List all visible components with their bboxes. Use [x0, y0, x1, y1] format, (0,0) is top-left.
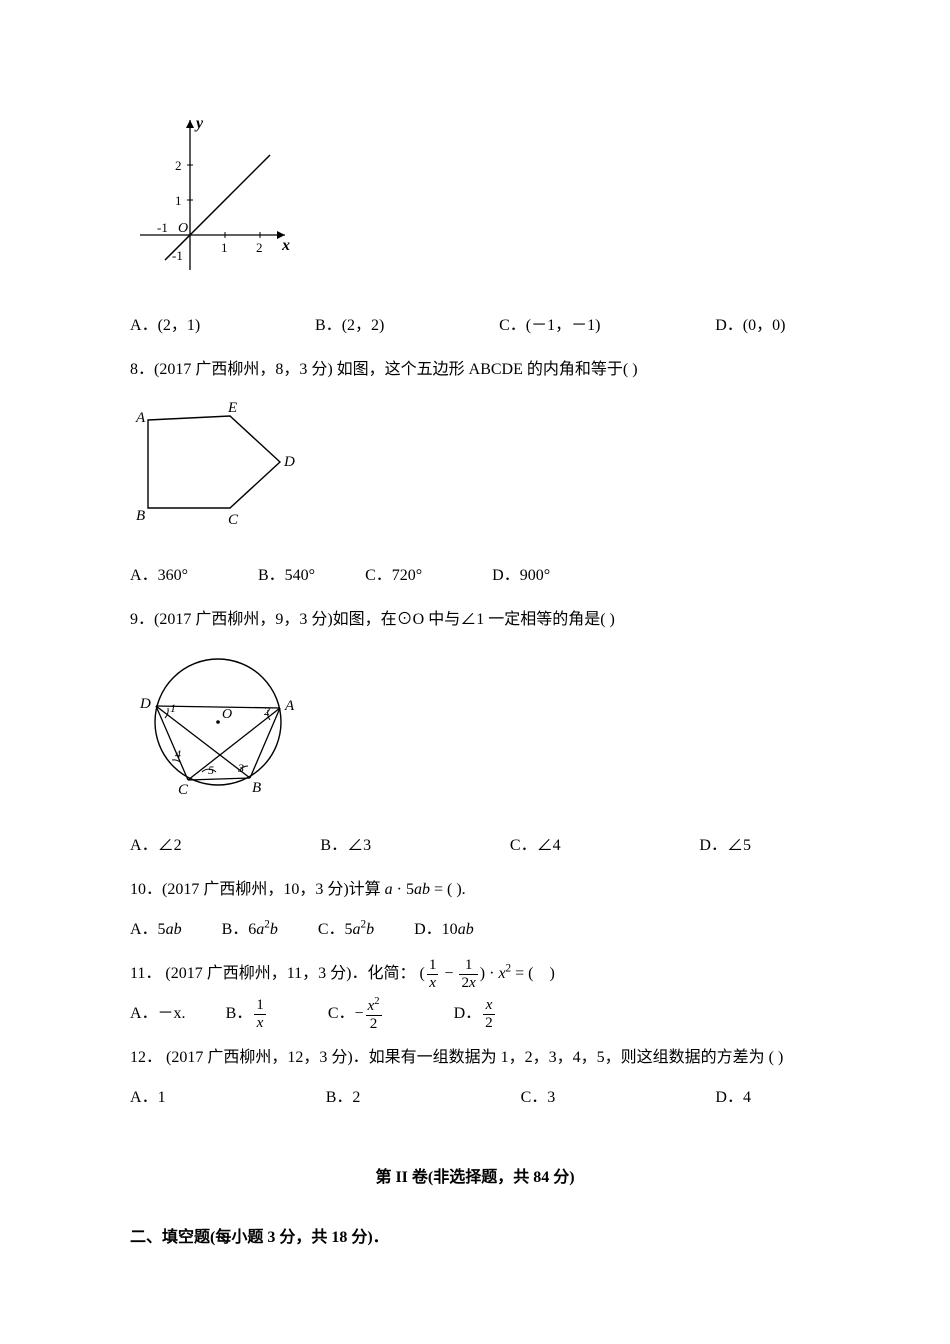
q8-label-d: D: [283, 454, 295, 470]
q10-opt-b: B．6a2b: [222, 910, 278, 950]
q8-label-b: B: [136, 508, 145, 524]
q10-text: 10．(2017 广西柳州，10，3 分)计算 a · 5ab = ( ).: [130, 870, 820, 910]
q9-angle-3: 3: [237, 761, 244, 775]
q9-figure: O D A B C 1 2 3 4 5: [130, 650, 820, 816]
q10-opt-a: A．5ab: [130, 910, 182, 950]
q7-opt-a: A．(2，1): [130, 306, 200, 346]
q8-label-c: C: [228, 512, 239, 528]
q7-opt-c: C．(－1，－1): [499, 306, 600, 346]
q9-opt-a: A．∠2: [130, 826, 182, 866]
q9-label-a: A: [284, 698, 295, 714]
q12-opt-b: B．2: [326, 1078, 361, 1118]
origin-label: O: [178, 221, 188, 236]
q9-label-o: O: [222, 707, 232, 722]
ytick-1: 1: [175, 193, 182, 208]
xtick-neg1: -1: [157, 220, 168, 235]
q7-options: A．(2，1) B．(2，2) C．(－1，－1) D．(0，0): [130, 306, 786, 346]
q12-text: 12． (2017 广西柳州，12，3 分)．如果有一组数据为 1，2，3，4，…: [130, 1038, 820, 1078]
q9-angle-2: 2: [264, 704, 270, 718]
ytick-2: 2: [175, 158, 182, 173]
q7-opt-b: B．(2，2): [315, 306, 384, 346]
section-2-title: 第 II 卷(非选择题，共 84 分): [130, 1158, 820, 1198]
q10-options: A．5ab B．6a2b C．5a2b D．10ab: [130, 910, 820, 950]
q12-opt-c: C．3: [521, 1078, 556, 1118]
q8-label-a: A: [135, 410, 146, 426]
q9-label-d: D: [139, 696, 151, 712]
q12-options: A．1 B．2 C．3 D．4: [130, 1078, 751, 1118]
q7-opt-d: D．(0，0): [715, 306, 785, 346]
q9-opt-c: C．∠4: [510, 826, 561, 866]
q9-label-c: C: [178, 782, 189, 798]
q8-opt-a: A．360°: [130, 556, 188, 596]
q10-opt-c: C．5a2b: [318, 910, 374, 950]
x-axis-label: x: [281, 237, 290, 254]
q9-angle-4: 4: [175, 747, 181, 761]
q8-text: 8．(2017 广西柳州，8，3 分) 如图，这个五边形 ABCDE 的内角和等…: [130, 350, 820, 390]
q11-options: A．－x. B．1x C．−x22 D．x2: [130, 994, 820, 1034]
q11-opt-a: A．－x.: [130, 994, 186, 1034]
q12-opt-d: D．4: [715, 1078, 751, 1118]
q9-text: 9．(2017 广西柳州，9，3 分)如图，在⊙O 中与∠1 一定相等的角是( …: [130, 600, 820, 640]
q10-opt-d: D．10ab: [414, 910, 474, 950]
q8-opt-b: B．540°: [258, 556, 315, 596]
q8-label-e: E: [227, 400, 237, 416]
q11-opt-b: B．1x: [226, 994, 268, 1034]
ytick-neg1: -1: [172, 248, 183, 263]
q11-opt-d: D．x2: [454, 994, 497, 1034]
q8-figure: A E D C B: [130, 400, 820, 546]
fill-blank-title: 二、填空题(每小题 3 分，共 18 分)．: [130, 1218, 820, 1258]
q9-options: A．∠2 B．∠3 C．∠4 D．∠5: [130, 826, 751, 866]
y-axis-label: y: [194, 115, 204, 132]
q9-angle-1: 1: [170, 701, 176, 715]
q9-opt-d: D．∠5: [699, 826, 751, 866]
q8-opt-d: D．900°: [492, 556, 550, 596]
q11-text: 11． (2017 广西柳州，11，3 分)．化简： (1x − 12x) · …: [130, 954, 820, 994]
q9-label-b: B: [252, 780, 261, 796]
q11-opt-c: C．−x22: [328, 994, 384, 1034]
xtick-2: 2: [256, 240, 263, 255]
q8-opt-c: C．720°: [365, 556, 422, 596]
q8-options: A．360° B．540° C．720° D．900°: [130, 556, 820, 596]
q9-opt-b: B．∠3: [320, 826, 371, 866]
q12-opt-a: A．1: [130, 1078, 166, 1118]
xtick-1: 1: [221, 240, 228, 255]
q7-graph: y x 1 2 -1 1 2 -1 O: [130, 110, 820, 296]
